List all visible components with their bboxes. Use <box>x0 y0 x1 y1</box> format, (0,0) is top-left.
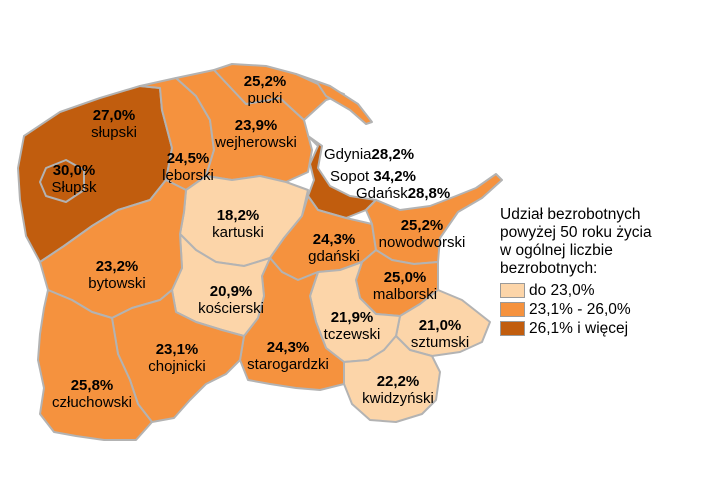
value-pucki: 25,2% <box>243 73 287 90</box>
label-slupski: 27,0% słupski <box>91 107 137 141</box>
value-kartuski: 18,2% <box>216 207 260 224</box>
label-sztumski: 21,0% sztumski <box>411 317 469 351</box>
label-czluchowski: 25,8% człuchowski <box>52 377 132 411</box>
name-kwidzynski: kwidzyński <box>362 390 434 407</box>
legend-title-line: powyżej 50 roku życia <box>500 224 652 241</box>
value-nowodworski: 25,2% <box>400 217 444 234</box>
value-starogardzki: 24,3% <box>266 339 310 356</box>
value-gdanski: 24,3% <box>312 231 356 248</box>
label-tczewski: 21,9% tczewski <box>324 309 381 343</box>
value-gdansk: 28,8% <box>407 185 451 202</box>
value-bytowski: 23,2% <box>95 258 139 275</box>
value-sztumski: 21,0% <box>418 317 462 334</box>
label-leborski: 24,5% lęborski <box>162 150 214 184</box>
name-bytowski: bytowski <box>88 275 146 292</box>
label-slupsk: 30,0% Słupsk <box>51 162 96 196</box>
label-nowodworski: 25,2% nowodworski <box>379 217 466 251</box>
name-koscierski: kościerski <box>198 300 264 317</box>
name-czluchowski: człuchowski <box>51 394 133 411</box>
name-gdanski: gdański <box>308 248 360 265</box>
label-kwidzynski: 22,2% kwidzyński <box>362 373 434 407</box>
legend-title-line: bezrobotnych: <box>500 260 598 277</box>
legend-swatch-low <box>500 283 525 298</box>
name-slupsk: Słupsk <box>51 179 97 196</box>
label-malborski: 25,0% malborski <box>373 269 437 303</box>
name-leborski: lęborski <box>162 167 214 184</box>
name-sopot: Sopot <box>330 168 370 185</box>
name-chojnicki: chojnicki <box>148 358 206 375</box>
label-chojnicki: 23,1% chojnicki <box>148 341 206 375</box>
name-slupski: słupski <box>91 124 137 141</box>
name-sztumski: sztumski <box>410 334 470 351</box>
name-pucki: pucki <box>247 90 283 107</box>
legend-label-high: 26,1% i więcej <box>529 319 629 337</box>
value-leborski: 24,5% <box>166 150 210 167</box>
value-wejherowski: 23,9% <box>234 117 278 134</box>
label-kartuski: 18,2% kartuski <box>212 207 264 241</box>
label-gdansk: Gdańsk28,8% <box>356 185 450 202</box>
legend-title-line: Udział bezrobotnych <box>500 206 641 223</box>
name-gdynia: Gdynia <box>324 146 372 163</box>
label-gdanski: 24,3% gdański <box>308 231 360 265</box>
value-tczewski: 21,9% <box>330 309 374 326</box>
legend: Udział bezrobotnych powyżej 50 roku życi… <box>500 206 652 338</box>
legend-item-high: 26,1% i więcej <box>500 319 652 338</box>
name-gdansk: Gdańsk <box>356 185 408 202</box>
legend-label-low: do 23,0% <box>529 281 595 299</box>
region-czluchowski <box>37 289 153 441</box>
value-malborski: 25,0% <box>383 269 427 286</box>
label-koscierski: 20,9% kościerski <box>198 283 264 317</box>
label-pucki: 25,2% pucki <box>244 73 287 107</box>
label-sopot: Sopot 34,2% <box>330 168 416 185</box>
value-kwidzynski: 22,2% <box>376 373 420 390</box>
name-tczewski: tczewski <box>323 326 381 343</box>
name-wejherowski: wejherowski <box>215 134 297 151</box>
region-hel <box>295 73 373 125</box>
legend-swatch-high <box>500 321 525 336</box>
region-slupsk <box>39 159 85 203</box>
legend-label-mid: 23,1% - 26,0% <box>529 300 631 318</box>
value-slupski: 27,0% <box>92 107 136 124</box>
legend-title: Udział bezrobotnych powyżej 50 roku życi… <box>500 206 652 278</box>
region-tricity <box>307 135 377 219</box>
legend-item-mid: 23,1% - 26,0% <box>500 300 652 319</box>
value-sopot: 34,2% <box>373 168 416 185</box>
legend-swatch-mid <box>500 302 525 317</box>
label-starogardzki: 24,3% starogardzki <box>247 339 329 373</box>
label-bytowski: 23,2% bytowski <box>88 258 146 292</box>
value-koscierski: 20,9% <box>209 283 253 300</box>
value-czluchowski: 25,8% <box>70 377 114 394</box>
region-kwidzynski <box>343 335 441 423</box>
value-chojnicki: 23,1% <box>155 341 199 358</box>
value-gdynia: 28,2% <box>371 146 415 163</box>
label-wejherowski: 23,9% wejherowski <box>215 117 297 151</box>
name-kartuski: kartuski <box>212 224 264 241</box>
name-nowodworski: nowodworski <box>378 234 466 251</box>
legend-title-line: w ogólnej liczbie <box>500 242 613 259</box>
name-starogardzki: starogardzki <box>247 356 329 373</box>
value-slupsk: 30,0% <box>52 162 96 179</box>
label-gdynia: Gdynia28,2% <box>324 146 414 163</box>
legend-item-low: do 23,0% <box>500 281 652 300</box>
name-malborski: malborski <box>372 286 438 303</box>
